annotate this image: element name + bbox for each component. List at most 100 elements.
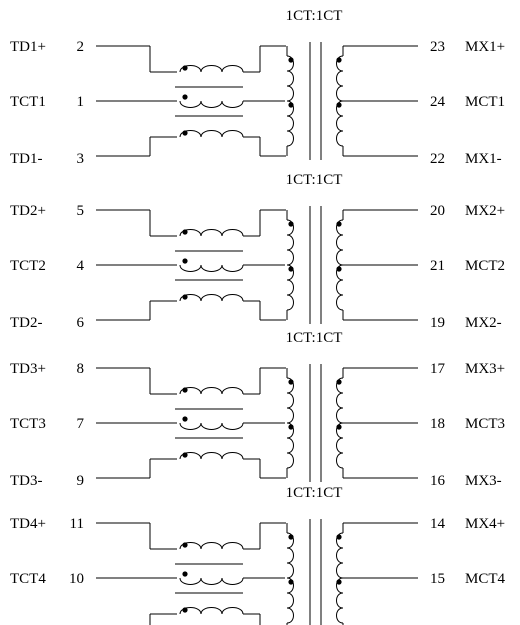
coil-winding	[336, 377, 344, 424]
polarity-dot	[182, 542, 188, 548]
coil-winding	[286, 577, 294, 624]
coil-winding	[179, 542, 244, 550]
coil-winding	[179, 264, 244, 272]
signal-label: MX3-	[465, 473, 502, 489]
pin-number: 16	[430, 473, 446, 489]
coil-winding	[336, 422, 344, 469]
polarity-dot	[182, 571, 188, 577]
pin-number: 4	[77, 258, 85, 274]
pin-number: 17	[430, 361, 446, 377]
polarity-dot	[336, 379, 342, 385]
coil-winding	[179, 422, 244, 430]
polarity-dot	[182, 94, 188, 100]
coil-winding	[179, 387, 244, 395]
polarity-dot	[288, 57, 294, 63]
pin-number: 9	[77, 473, 85, 489]
signal-label: MX3+	[465, 361, 505, 377]
coil-winding	[336, 264, 344, 311]
polarity-dot	[288, 534, 294, 540]
pin-number: 24	[430, 94, 446, 110]
polarity-dot	[182, 130, 188, 136]
signal-label: MX4+	[465, 516, 505, 532]
coil-winding	[336, 55, 344, 102]
coil-winding	[336, 577, 344, 624]
polarity-dot	[288, 579, 294, 585]
signal-label: TD4+	[10, 516, 46, 532]
ratio-label: 1CT:1CT	[286, 172, 343, 188]
coil-winding	[179, 229, 244, 237]
signal-label: TCT2	[10, 258, 46, 274]
ratio-label: 1CT:1CT	[286, 330, 343, 346]
coil-winding	[286, 532, 294, 579]
polarity-dot	[288, 266, 294, 272]
coil-winding	[179, 607, 244, 615]
polarity-dot	[182, 229, 188, 235]
pin-number: 10	[69, 571, 84, 587]
ratio-label: 1CT:1CT	[286, 485, 343, 501]
coil-winding	[286, 377, 294, 424]
signal-label: TD3+	[10, 361, 46, 377]
polarity-dot	[182, 607, 188, 613]
pin-number: 2	[77, 39, 85, 55]
coil-winding	[179, 65, 244, 73]
pin-number: 1	[77, 94, 85, 110]
signal-label: MX2+	[465, 203, 505, 219]
signal-label: TD3-	[10, 473, 43, 489]
channel-4: 1CT:1CTTD4+11TCT410TD4-1214MX4+15MCT413M…	[10, 485, 506, 625]
signal-label: TD1-	[10, 151, 43, 167]
coil-winding	[336, 532, 344, 579]
pin-number: 20	[430, 203, 445, 219]
coil-winding	[336, 100, 344, 147]
polarity-dot	[336, 57, 342, 63]
ratio-label: 1CT:1CT	[286, 8, 343, 24]
signal-label: MCT3	[465, 416, 505, 432]
polarity-dot	[182, 65, 188, 71]
coil-winding	[179, 452, 244, 460]
channel-3: 1CT:1CT TD3+ 8 TCT3 7 TD3- 9 17 MX3+ 18 MCT3 16 MX3-	[10, 330, 505, 489]
signal-label: MCT2	[465, 258, 505, 274]
signal-label: TD2-	[10, 315, 43, 331]
pin-number: 5	[77, 203, 85, 219]
polarity-dot	[288, 102, 294, 108]
signal-label: TD2+	[10, 203, 46, 219]
signal-label: TCT3	[10, 416, 46, 432]
polarity-dot	[288, 379, 294, 385]
signal-label: MX1+	[465, 39, 505, 55]
signal-label: TCT4	[10, 571, 46, 587]
signal-label: TCT1	[10, 94, 46, 110]
polarity-dot	[336, 266, 342, 272]
signal-label: MX2-	[465, 315, 502, 331]
polarity-dot	[336, 102, 342, 108]
pin-number: 21	[430, 258, 445, 274]
polarity-dot	[288, 424, 294, 430]
pin-number: 3	[77, 151, 85, 167]
coil-winding	[179, 294, 244, 302]
polarity-dot	[336, 424, 342, 430]
coil-winding	[286, 422, 294, 469]
polarity-dot	[182, 416, 188, 422]
channel-1: 1CT:1CT TD1+ 2 TCT1 1 TD1- 3 23 MX1+ 24 MCT1 22 MX1-	[10, 8, 505, 167]
coil-winding	[179, 100, 244, 108]
pin-number: 15	[430, 571, 445, 587]
pin-number: 11	[70, 516, 84, 532]
pin-number: 6	[77, 315, 85, 331]
signal-label: MX1-	[465, 151, 502, 167]
polarity-dot	[182, 294, 188, 300]
polarity-dot	[288, 221, 294, 227]
signal-label: MCT1	[465, 94, 505, 110]
signal-label: TD1+	[10, 39, 46, 55]
channel-2: 1CT:1CT TD2+ 5 TCT2 4 TD2- 6 20 MX2+ 21 MCT2 19 MX2-	[10, 172, 505, 331]
polarity-dot	[182, 258, 188, 264]
signal-label: MCT4	[465, 571, 506, 587]
coil-winding	[179, 130, 244, 138]
polarity-dot	[336, 579, 342, 585]
coil-winding	[336, 219, 344, 266]
pin-number: 23	[430, 39, 445, 55]
polarity-dot	[182, 387, 188, 393]
polarity-dot	[182, 452, 188, 458]
coil-winding	[286, 219, 294, 266]
coil-winding	[286, 100, 294, 147]
pin-number: 18	[430, 416, 445, 432]
pin-number: 19	[430, 315, 445, 331]
